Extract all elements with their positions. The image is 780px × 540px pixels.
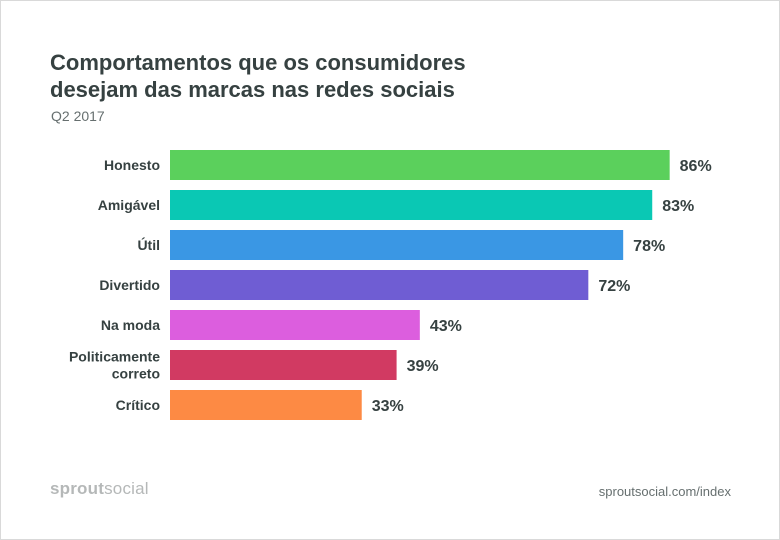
category-label-line: Crítico [116,397,160,413]
category-label-line: correto [112,366,160,382]
bar-1 [170,190,653,220]
category-label-4: Na moda [101,317,160,333]
value-label-6: 33% [372,398,404,415]
category-label-3: Divertido [99,277,160,293]
bar-5 [170,350,397,380]
chart-subtitle: Q2 2017 [51,108,105,124]
value-label-4: 43% [430,318,462,335]
category-label-line: Divertido [99,277,160,293]
category-label-line: Politicamente [69,349,160,365]
logo-text-sprout: sprout [50,479,105,498]
category-label-line: Na moda [101,317,160,333]
bar-0 [170,150,670,180]
category-label-0: Honesto [104,157,160,173]
bar-6 [170,390,362,420]
category-label-2: Útil [137,236,160,253]
bar-4 [170,310,420,340]
logo-text-social: social [104,479,149,498]
bar-2 [170,230,624,260]
chart-title-line-2: desejam das marcas nas redes sociais [50,77,455,102]
value-label-0: 86% [680,158,712,175]
chart-title: Comportamentos que os consumidores desej… [50,49,570,103]
source-url: sproutsocial.com/index [598,484,731,499]
value-label-1: 83% [662,198,694,215]
category-label-5: Politicamente correto [69,349,160,382]
category-label-6: Crítico [116,397,160,413]
sproutsocial-logo: sproutsocial [50,479,149,499]
value-label-5: 39% [407,358,439,375]
category-label-line: Honesto [104,157,160,173]
category-label-line: Útil [137,236,160,253]
category-label-line: Amigável [98,197,160,213]
bar-3 [170,270,589,300]
category-label-1: Amigável [98,197,160,213]
value-label-3: 72% [598,278,630,295]
chart-title-line-1: Comportamentos que os consumidores [50,50,466,75]
value-label-2: 78% [633,238,665,255]
